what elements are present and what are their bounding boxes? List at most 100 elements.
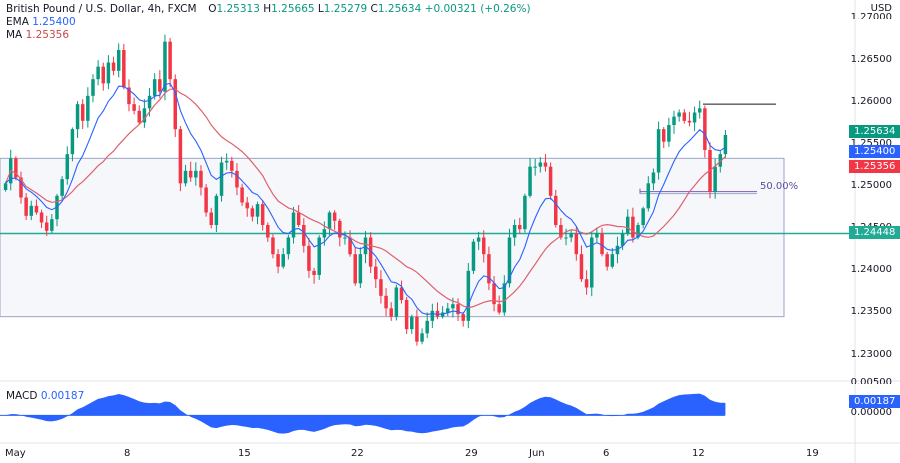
candle-body [631, 216, 635, 238]
candle-body [667, 125, 671, 142]
candle-body [625, 216, 630, 234]
candle-body [317, 237, 321, 275]
candle-body [50, 219, 54, 231]
candle-body [574, 233, 579, 255]
date-axis-label: 8 [124, 448, 131, 459]
ma-tag: 1.25356 [849, 160, 900, 173]
candle-body [697, 108, 702, 113]
candle-body [152, 79, 157, 96]
candle-body [276, 254, 280, 267]
candle-body [528, 166, 532, 196]
candle-body [476, 237, 481, 242]
symbol-title[interactable]: British Pound / U.S. Dollar, 4h, FXCM [6, 3, 197, 15]
macd-top-label: 0.00500 [850, 377, 892, 384]
date-axis-label: 19 [806, 448, 819, 459]
candle-body [209, 212, 213, 225]
candle-body [39, 212, 44, 223]
ma-value: 1.25356 [25, 29, 70, 41]
date-axis-label: 29 [465, 448, 478, 459]
date-axis-label: 12 [692, 448, 705, 459]
candle-body [281, 254, 285, 267]
candle-body [188, 170, 193, 178]
candle-body [415, 316, 419, 342]
candle-body [60, 179, 64, 196]
candle-body [446, 308, 450, 313]
candle-body [661, 129, 666, 142]
candle-body [641, 208, 645, 225]
price-axis-label: 1.24000 [850, 264, 892, 275]
candle-body [332, 212, 337, 221]
candle-body [291, 212, 296, 238]
candle-body [394, 287, 399, 317]
candle-body [168, 41, 172, 80]
candle-body [482, 237, 486, 255]
candle-body [163, 41, 167, 92]
candle-body [595, 233, 599, 238]
candle-body [548, 166, 553, 196]
candle-body [34, 205, 39, 213]
candle-body [620, 233, 625, 246]
candle-body [569, 233, 573, 238]
date-axis-label: 22 [351, 448, 364, 459]
candle-body [559, 225, 563, 238]
candle-body [379, 279, 383, 296]
candle-body [235, 170, 239, 188]
price-axis-label: 1.27000 [850, 12, 892, 19]
candle-body [466, 270, 471, 321]
ema-row[interactable]: EMA 1.25400 [6, 16, 531, 29]
candle-body [137, 110, 142, 123]
candle-body [302, 225, 306, 246]
candle-body [255, 204, 260, 217]
macd-legend[interactable]: MACD 0.00187 [6, 390, 84, 402]
candle-body [343, 237, 347, 239]
currency-label: USD [870, 3, 892, 14]
candle-body [384, 295, 388, 309]
candle-body [106, 62, 111, 84]
date-axis-label: May [5, 448, 26, 459]
candle-body [91, 79, 95, 96]
price-axis-label: 1.23500 [850, 306, 892, 317]
candle-body [584, 279, 589, 288]
candle-body [70, 129, 75, 155]
candle-body [615, 245, 620, 255]
candle-body [312, 270, 316, 275]
low-value: 1.25279 [323, 3, 368, 15]
change-value: +0.00321 (+0.26%) [424, 3, 531, 15]
candle-body [723, 135, 728, 155]
candle-body [425, 320, 429, 334]
open-label: O [208, 3, 217, 15]
candle-body [605, 254, 609, 267]
high-value: 1.25665 [271, 3, 315, 15]
candle-body [230, 160, 234, 171]
candle-body [507, 237, 512, 284]
candle-body [80, 104, 85, 121]
candle-body [543, 162, 548, 167]
date-axis-label: 15 [238, 448, 251, 459]
candle-body [219, 162, 224, 196]
candle-body [96, 66, 100, 80]
candle-body [132, 104, 136, 111]
candle-body [399, 287, 404, 300]
candle-body [127, 87, 131, 105]
low-label: L [317, 3, 324, 15]
date-axis-label: Jun [529, 448, 545, 459]
candle-body [147, 95, 152, 109]
fib-label: 50.00% [760, 181, 799, 192]
candle-body [512, 225, 517, 238]
candle-body [636, 225, 640, 238]
macd-zero-label: 0.00000 [850, 407, 892, 418]
candle-body [338, 220, 342, 238]
candle-body [65, 154, 70, 180]
candle-body [404, 300, 409, 330]
candle-body [101, 66, 106, 84]
candle-body [451, 304, 455, 309]
candle-body [224, 160, 229, 163]
candle-body [250, 208, 255, 217]
support-tag: 1.24448 [849, 226, 900, 239]
ma-row[interactable]: MA 1.25356 [6, 29, 531, 42]
candle-body [703, 108, 707, 150]
chart-legend: British Pound / U.S. Dollar, 4h, FXCM O 1… [6, 3, 531, 42]
macd-value-tag: 0.00187 [849, 395, 900, 408]
price-axis-label: 1.25000 [850, 180, 892, 191]
